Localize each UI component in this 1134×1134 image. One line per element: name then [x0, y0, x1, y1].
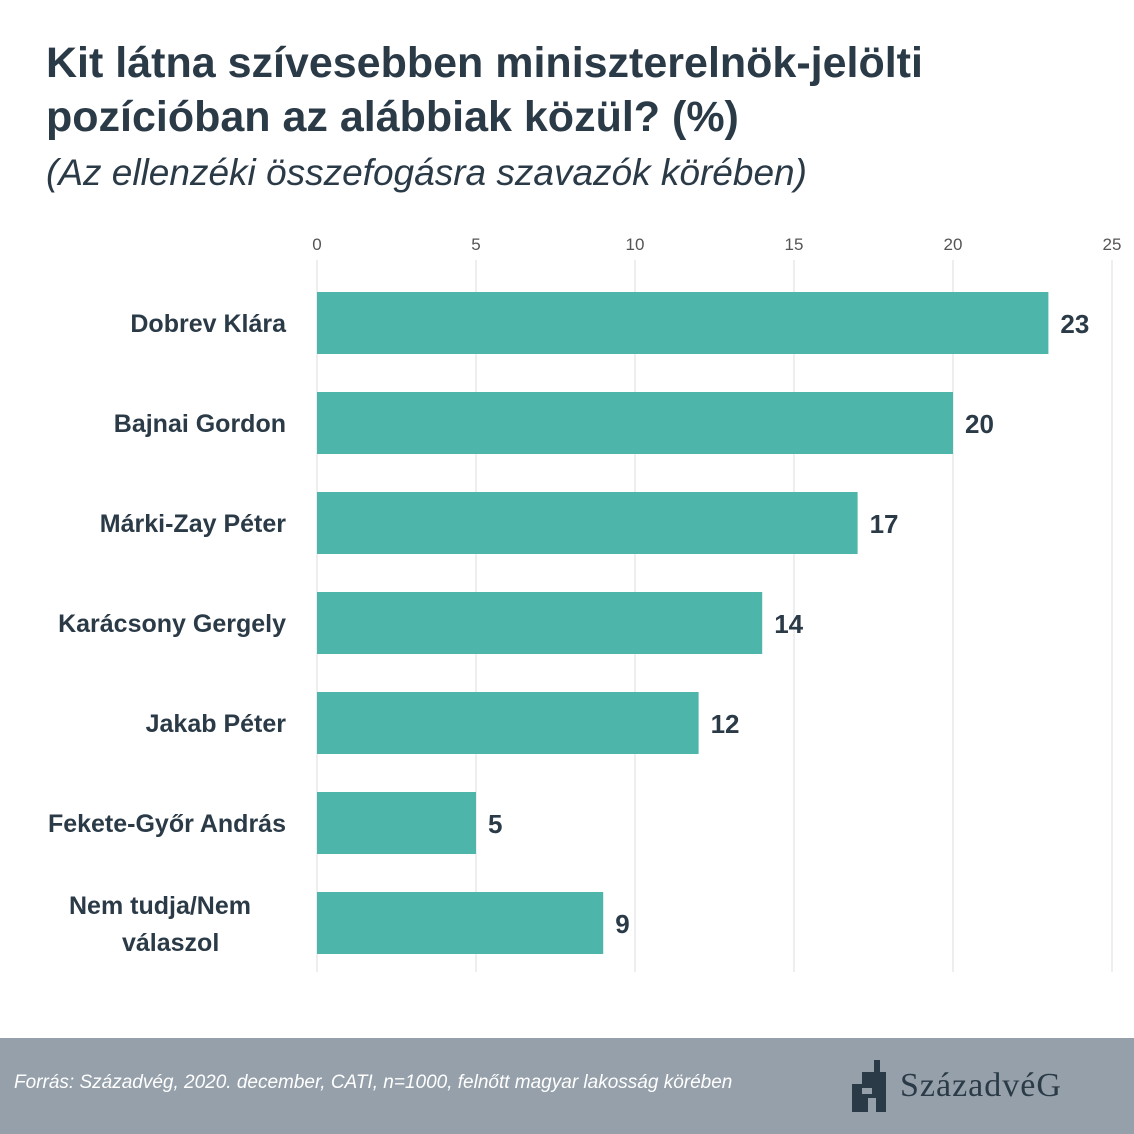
category-label: Dobrev Klára [130, 310, 287, 338]
data-label: 17 [870, 509, 899, 539]
data-label: 12 [711, 709, 740, 739]
category-label: Nem tudja/Nem válaszol [69, 892, 251, 957]
category-label-line: Nem tudja/Nem [69, 892, 251, 920]
x-tick-label: 10 [626, 235, 645, 254]
bar [317, 692, 699, 754]
szazadveg-emblem-icon [852, 1060, 886, 1112]
category-label: Karácsony Gergely [58, 610, 286, 638]
category-label: Bajnai Gordon [114, 410, 286, 438]
category-label: Márki-Zay Péter [100, 510, 286, 538]
category-label-line: válaszol [122, 929, 219, 957]
x-tick-label: 15 [785, 235, 804, 254]
x-tick-label: 5 [471, 235, 480, 254]
chart-subtitle: (Az ellenzéki összefogásra szavazók köré… [46, 152, 807, 193]
data-label: 14 [774, 609, 803, 639]
bar [317, 292, 1049, 354]
data-label: 9 [615, 909, 629, 939]
category-label: Fekete-Győr András [48, 810, 286, 838]
logo: SzázadvéG [846, 1058, 1062, 1114]
chart-title: Kit látna szívesebben miniszterelnök-jel… [46, 39, 923, 141]
bar [317, 492, 858, 554]
footer: Forrás: Századvég, 2020. december, CATI,… [0, 1038, 1134, 1134]
x-tick-label: 0 [312, 235, 321, 254]
source-note: Forrás: Századvég, 2020. december, CATI,… [14, 1072, 733, 1093]
data-label: 20 [965, 409, 994, 439]
bar [317, 892, 604, 954]
bar [317, 592, 763, 654]
bar [317, 792, 476, 854]
data-label: 23 [1060, 309, 1089, 339]
category-label: Jakab Péter [146, 710, 287, 738]
bar-chart: 0 5 10 15 20 25 23 Dobrev Klára 20 Bajnai Gordon 1… [48, 235, 1122, 972]
data-label: 5 [488, 809, 502, 839]
bar [317, 392, 953, 454]
x-tick-label: 20 [944, 235, 963, 254]
logo-text: SzázadvéG [900, 1067, 1062, 1104]
x-tick-label: 25 [1103, 235, 1122, 254]
